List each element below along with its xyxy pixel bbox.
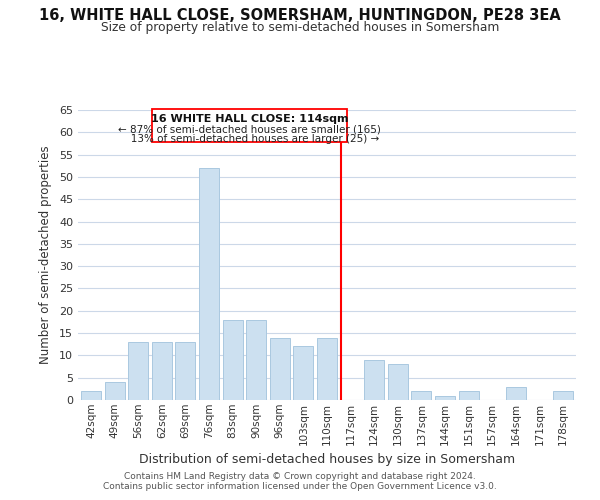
Bar	[317, 338, 337, 400]
Text: 16 WHITE HALL CLOSE: 114sqm: 16 WHITE HALL CLOSE: 114sqm	[151, 114, 349, 124]
Text: Contains public sector information licensed under the Open Government Licence v3: Contains public sector information licen…	[103, 482, 497, 491]
X-axis label: Distribution of semi-detached houses by size in Somersham: Distribution of semi-detached houses by …	[139, 453, 515, 466]
Bar	[458, 391, 479, 400]
Bar	[104, 382, 125, 400]
Bar	[175, 342, 196, 400]
Text: Contains HM Land Registry data © Crown copyright and database right 2024.: Contains HM Land Registry data © Crown c…	[124, 472, 476, 481]
FancyBboxPatch shape	[152, 109, 347, 142]
Text: 13% of semi-detached houses are larger (25) →: 13% of semi-detached houses are larger (…	[121, 134, 379, 144]
Y-axis label: Number of semi-detached properties: Number of semi-detached properties	[39, 146, 52, 364]
Bar	[246, 320, 266, 400]
Bar	[81, 391, 101, 400]
Bar	[506, 386, 526, 400]
Bar	[553, 391, 573, 400]
Bar	[270, 338, 290, 400]
Bar	[412, 391, 431, 400]
Text: Size of property relative to semi-detached houses in Somersham: Size of property relative to semi-detach…	[101, 21, 499, 34]
Bar	[152, 342, 172, 400]
Bar	[199, 168, 219, 400]
Bar	[223, 320, 242, 400]
Text: ← 87% of semi-detached houses are smaller (165): ← 87% of semi-detached houses are smalle…	[118, 124, 381, 134]
Bar	[128, 342, 148, 400]
Text: 16, WHITE HALL CLOSE, SOMERSHAM, HUNTINGDON, PE28 3EA: 16, WHITE HALL CLOSE, SOMERSHAM, HUNTING…	[39, 8, 561, 22]
Bar	[388, 364, 408, 400]
Bar	[364, 360, 384, 400]
Bar	[435, 396, 455, 400]
Bar	[293, 346, 313, 400]
